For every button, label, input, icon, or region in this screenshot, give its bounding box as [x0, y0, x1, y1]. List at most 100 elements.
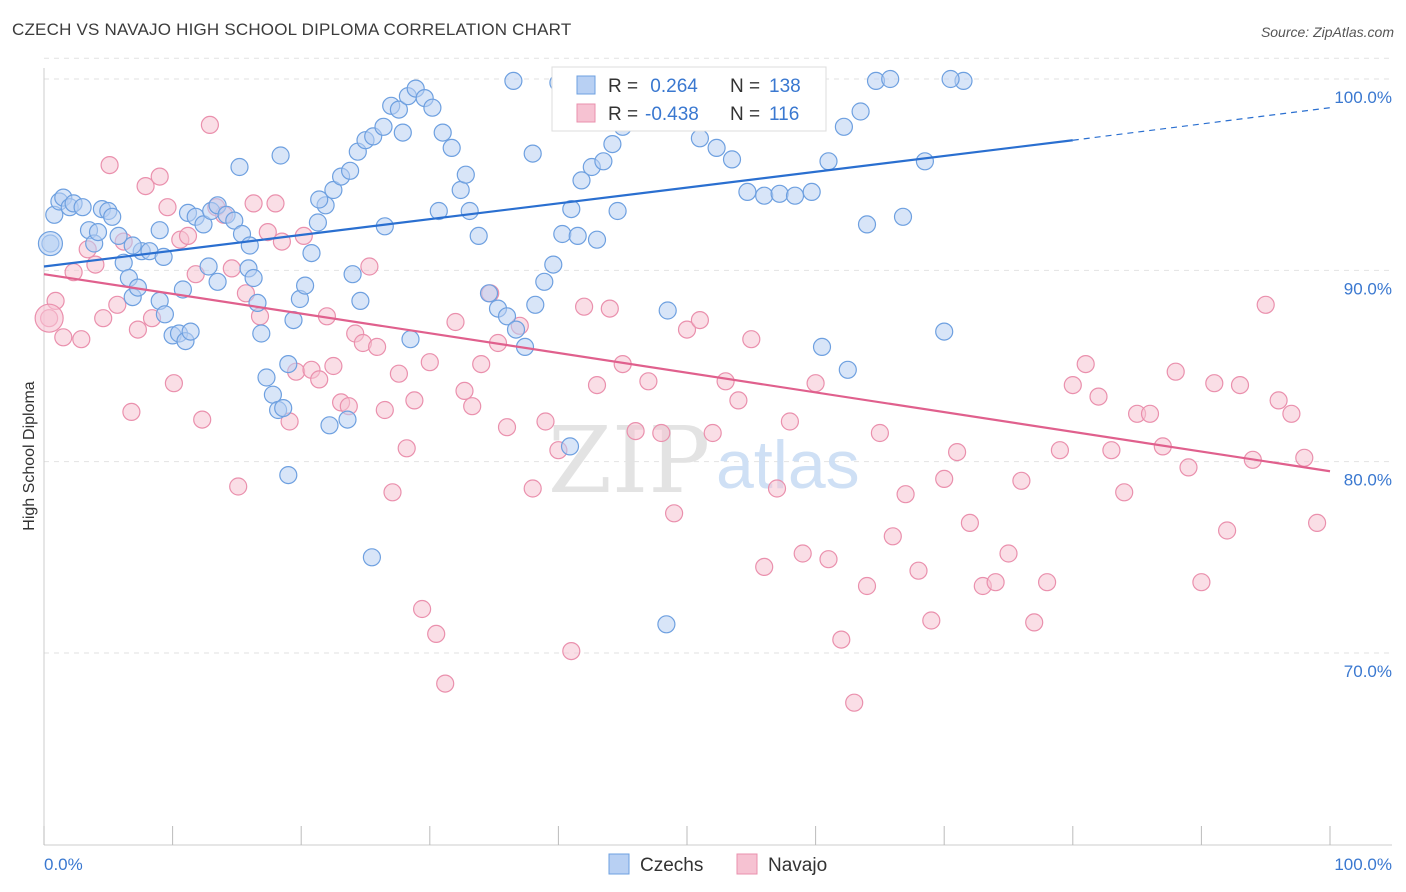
- czechs-point: [690, 129, 710, 148]
- navajo-point: [1076, 355, 1095, 374]
- navajo-point: [1205, 374, 1224, 393]
- navajo-point: [947, 443, 967, 462]
- czechs-point: [594, 152, 613, 171]
- navajo-point: [397, 439, 416, 458]
- czechs-point: [225, 211, 244, 230]
- navajo-point: [413, 599, 432, 619]
- navajo-point: [258, 223, 277, 242]
- navajo-point: [1115, 483, 1134, 502]
- navajo-point: [1102, 441, 1121, 460]
- x-tick-label-min: 0.0%: [44, 855, 83, 874]
- navajo-point: [960, 513, 980, 533]
- navajo-point: [780, 412, 800, 431]
- navajo-point: [405, 391, 424, 410]
- czechs-point: [504, 71, 523, 91]
- trend-lines: [43, 107, 1331, 473]
- czechs-point: [362, 548, 381, 567]
- navajo-point: [1256, 295, 1275, 314]
- navajo-point: [639, 372, 658, 391]
- navajo-point: [158, 198, 177, 217]
- czechs-point-large: [37, 230, 64, 257]
- y-tick-label-90: 90.0%: [1344, 279, 1392, 298]
- czechs-trend-line-extension: [1072, 107, 1331, 141]
- czechs-point: [526, 295, 545, 314]
- navajo-point: [690, 311, 710, 330]
- y-tick-label-100: 100.0%: [1334, 88, 1392, 107]
- czechs-point: [738, 182, 757, 201]
- navajo-point: [793, 544, 812, 563]
- czechs-point: [338, 410, 357, 429]
- x-ticks: [43, 826, 1331, 845]
- navajo-point: [389, 364, 408, 383]
- czechs-point: [433, 123, 452, 142]
- navajo-point: [857, 576, 877, 596]
- navajo-point: [1025, 613, 1044, 632]
- chart-title: CZECH VS NAVAJO HIGH SCHOOL DIPLOMA CORR…: [12, 20, 572, 39]
- czechs-point: [785, 186, 805, 205]
- navajo-point: [600, 299, 619, 318]
- y-tick-label-80: 80.0%: [1344, 471, 1392, 490]
- czechs-point: [393, 123, 412, 142]
- navajo-point: [1012, 471, 1031, 490]
- czechs-point: [351, 291, 370, 310]
- navajo-point: [420, 353, 439, 372]
- czechs-point: [603, 135, 622, 154]
- czechs-point: [451, 180, 470, 200]
- navajo-point: [136, 177, 155, 196]
- czechs-point: [123, 236, 142, 255]
- legend-swatch-czechs: [576, 75, 596, 95]
- czechs-point: [819, 152, 838, 171]
- czechs-point: [657, 615, 676, 634]
- navajo-point: [375, 400, 394, 420]
- czechs-point: [658, 301, 677, 320]
- czechs-point: [838, 360, 857, 379]
- czechs-point: [834, 117, 854, 136]
- navajo-point: [1295, 448, 1314, 467]
- czechs-point: [155, 305, 174, 324]
- x-tick-label-max: 100.0%: [1334, 855, 1392, 874]
- czechs-point: [456, 165, 475, 184]
- navajo-point: [472, 355, 491, 374]
- czechs-point: [479, 284, 499, 303]
- czechs-point: [88, 223, 108, 242]
- navajo-point: [72, 330, 91, 349]
- czechs-point: [194, 215, 213, 234]
- navajo-point: [819, 550, 838, 569]
- navajo-point: [1217, 521, 1237, 540]
- czechs-point: [608, 201, 627, 221]
- navajo-point: [626, 422, 645, 441]
- navajo-point: [664, 504, 684, 523]
- navajo-point: [100, 156, 119, 175]
- navajo-point: [652, 423, 671, 443]
- czechs-point: [553, 224, 572, 244]
- navajo-point: [164, 374, 183, 393]
- czechs-point: [755, 186, 774, 205]
- navajo-point: [128, 320, 147, 339]
- navajo-point: [755, 557, 774, 577]
- navajo-point: [446, 312, 465, 332]
- navajo-point: [1192, 573, 1211, 592]
- legend-r-label-navajo: R =: [608, 104, 638, 125]
- czechs-point: [279, 466, 298, 485]
- navajo-point: [54, 328, 73, 347]
- czechs-point: [199, 257, 218, 276]
- navajo-point: [703, 423, 722, 443]
- navajo-point: [427, 624, 446, 644]
- navajo-point: [383, 483, 402, 502]
- navajo-trend-line: [43, 273, 1331, 473]
- czechs-point: [812, 337, 832, 356]
- navajo-point: [222, 259, 241, 278]
- czechs-trend-line: [43, 139, 1073, 268]
- navajo-point: [883, 527, 902, 546]
- czechs-point: [343, 265, 362, 284]
- navajo-point: [1089, 387, 1108, 406]
- navajo-point: [178, 226, 198, 245]
- czechs-point: [274, 399, 293, 418]
- navajo-point: [742, 330, 761, 349]
- legend-r-value-navajo: -0.438: [645, 104, 699, 125]
- czechs-point: [506, 320, 526, 339]
- navajo-point: [1282, 404, 1301, 423]
- series-legend: Czechs Navajo: [608, 853, 827, 876]
- navajo-point: [497, 418, 517, 437]
